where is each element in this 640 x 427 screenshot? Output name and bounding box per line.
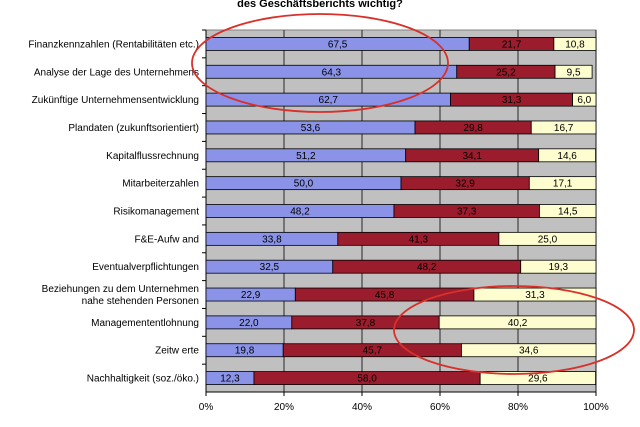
data-label: 64,3 xyxy=(322,67,342,78)
data-label: 6,0 xyxy=(577,95,591,106)
category-label: Eventualverpflichtungen xyxy=(92,262,199,273)
data-label: 31,3 xyxy=(502,95,522,106)
data-label: 32,5 xyxy=(260,262,280,273)
category-label: nahe stehenden Personen xyxy=(82,296,199,307)
data-label: 45,8 xyxy=(375,290,395,301)
category-label: Plandaten (zukunftsorientiert) xyxy=(68,123,199,134)
data-label: 25,0 xyxy=(538,234,558,245)
data-label: 62,7 xyxy=(319,95,339,106)
x-tick-label: 80% xyxy=(508,402,528,413)
category-label: Zukünftige Unternehmensentwicklung xyxy=(32,95,199,106)
data-label: 10,8 xyxy=(565,39,585,50)
data-label: 29,6 xyxy=(528,374,548,385)
data-label: 37,3 xyxy=(457,207,477,218)
data-label: 19,3 xyxy=(549,262,569,273)
data-label: 45,7 xyxy=(363,346,383,357)
data-label: 34,6 xyxy=(519,346,539,357)
category-label: Managemententlohnung xyxy=(91,318,199,329)
data-label: 53,6 xyxy=(301,123,321,134)
data-label: 33,8 xyxy=(262,234,282,245)
data-label: 67,5 xyxy=(328,39,348,50)
x-tick-label: 100% xyxy=(583,402,609,413)
bar-segment xyxy=(473,287,597,302)
category-label: Analyse der Lage des Unternehmens xyxy=(34,67,199,78)
annotation-ellipse xyxy=(393,285,635,375)
data-label: 17,1 xyxy=(553,179,573,190)
category-label: Kapitalflussrechnung xyxy=(106,151,199,162)
data-label: 58,0 xyxy=(357,374,377,385)
category-label: Mitarbeiterzahlen xyxy=(122,179,199,190)
bar-segment xyxy=(528,176,597,191)
data-label: 41,3 xyxy=(409,234,429,245)
x-tick-label: 60% xyxy=(430,402,450,413)
data-label: 12,3 xyxy=(220,374,240,385)
data-label: 22,0 xyxy=(239,318,259,329)
bar-segment xyxy=(572,92,597,107)
data-label: 34,1 xyxy=(462,151,482,162)
data-label: 29,8 xyxy=(463,123,483,134)
data-label: 50,0 xyxy=(294,179,314,190)
category-label: Risikomanagement xyxy=(113,207,199,218)
category-label: Finanzkennzahlen (Rentabilitäten etc.) xyxy=(28,39,199,50)
chart-title: des Geschäftsberichts wichtig? xyxy=(237,0,403,10)
data-label: 19,8 xyxy=(235,346,255,357)
category-label: Zeitw erte xyxy=(155,346,199,357)
bar-segment xyxy=(498,231,597,246)
data-label: 31,3 xyxy=(525,290,545,301)
x-tick-label: 0% xyxy=(199,402,214,413)
bar-segment xyxy=(553,37,597,51)
x-tick-label: 20% xyxy=(274,402,294,413)
bar-segment xyxy=(530,120,597,135)
data-label: 51,2 xyxy=(296,151,316,162)
bar-segment xyxy=(520,259,597,274)
data-label: 21,7 xyxy=(502,39,522,50)
category-label: F&E-Aufw and xyxy=(135,234,199,245)
data-label: 40,2 xyxy=(508,318,528,329)
data-label: 25,2 xyxy=(496,67,516,78)
bar-segment xyxy=(438,315,597,330)
data-label: 14,5 xyxy=(558,207,578,218)
category-label: Beziehungen zu dem Unternehmen xyxy=(42,284,199,295)
bar-segment xyxy=(461,343,597,358)
data-label: 48,2 xyxy=(417,262,437,273)
data-label: 16,7 xyxy=(554,123,574,134)
annotation-ellipse xyxy=(191,13,449,113)
data-label: 37,8 xyxy=(356,318,376,329)
data-label: 48,2 xyxy=(290,207,310,218)
data-label: 32,9 xyxy=(455,179,475,190)
data-label: 22,9 xyxy=(241,290,261,301)
bar-segment xyxy=(539,204,597,218)
bar-segment xyxy=(538,148,597,163)
data-label: 9,5 xyxy=(567,67,581,78)
category-label: Nachhaltigkeit (soz./öko.) xyxy=(87,374,199,385)
data-label: 14,6 xyxy=(557,151,577,162)
x-tick-label: 40% xyxy=(352,402,372,413)
bar-segment xyxy=(554,64,593,79)
